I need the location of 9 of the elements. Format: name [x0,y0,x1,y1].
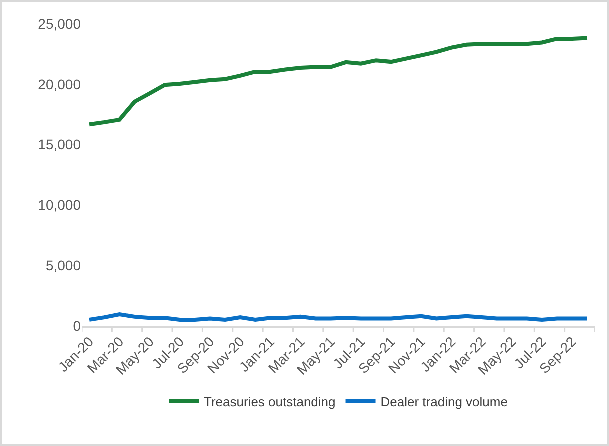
y-tick-label: 10,000 [38,197,82,214]
line-series [88,36,590,127]
y-tick-label: 20,000 [38,76,82,92]
y-tick-label: 5,000 [46,258,82,274]
legend-label: Dealer trading volume [380,394,508,410]
y-tick-label: 25,000 [38,16,82,32]
legend-label: Treasuries outstanding [204,394,336,410]
y-tick-label: 15,000 [38,136,82,153]
y-tick-label: 0 [73,318,82,334]
